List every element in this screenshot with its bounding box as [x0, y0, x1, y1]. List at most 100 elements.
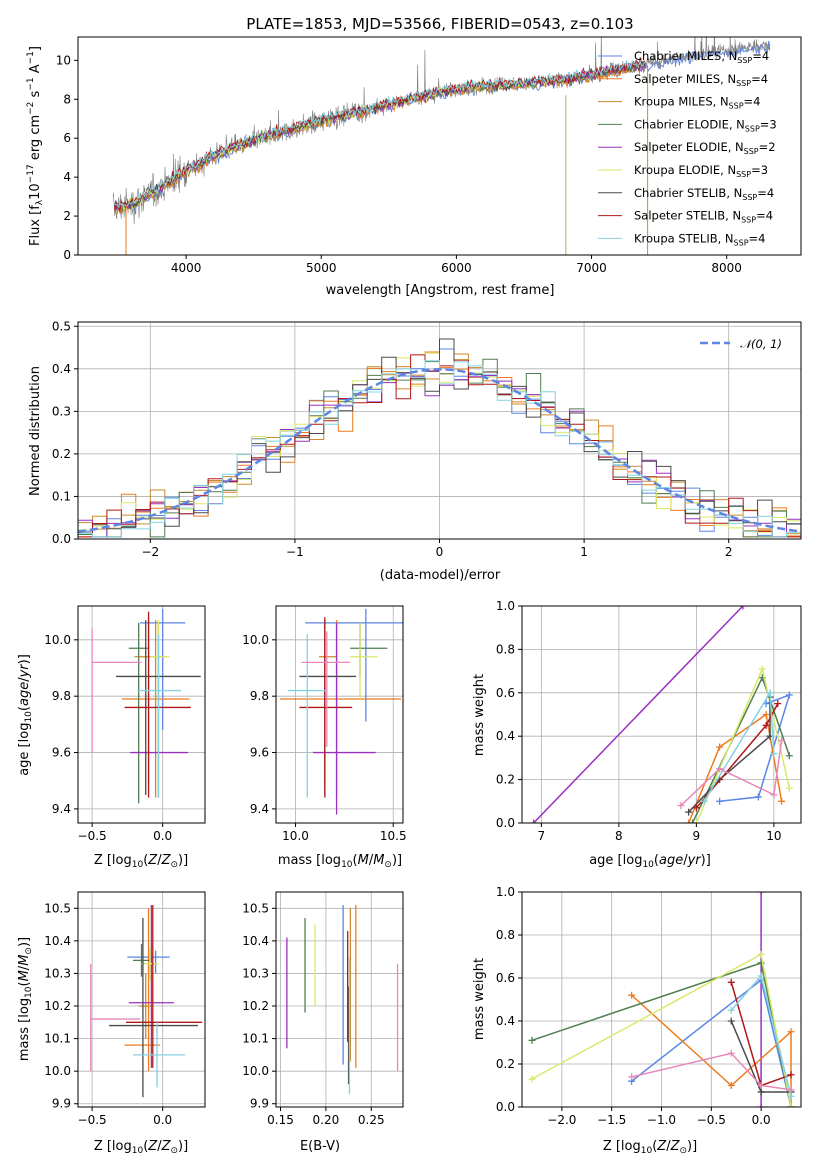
age-vs-mass-panel: 10.0 10.5 9.4 9.6 9.8 10.0 — [242, 605, 407, 843]
x-tick-label: −1.5 — [597, 1113, 626, 1127]
y-tick-label: 4 — [63, 170, 71, 184]
x-tick-label: 10.5 — [380, 829, 407, 843]
massZ-xlabel: Z [log10(Z/Z⊙)] — [94, 1139, 188, 1156]
weightAge-ylabel: mass weight — [472, 674, 487, 756]
x-tick-label: 8000 — [711, 261, 742, 275]
y-tick-label: 10.5 — [44, 901, 71, 915]
weight-marker — [785, 691, 793, 699]
weight-vs-age-panel: 7 8 9 10 0.0 0.2 0.4 0.6 0.8 1.0 — [496, 599, 802, 843]
x-tick-label: 0.0 — [153, 829, 172, 843]
weight-marker — [770, 791, 778, 799]
y-tick-label: 10.5 — [242, 901, 269, 915]
legend-label: Salpeter MILES, NSSP=4 — [634, 72, 768, 88]
weight-marker — [528, 1036, 536, 1044]
weight-marker — [787, 1086, 795, 1094]
figure-title: PLATE=1853, MJD=53566, FIBERID=0543, z=0… — [246, 15, 633, 33]
weight-marker — [762, 721, 770, 729]
x-tick-label: −0.5 — [78, 829, 107, 843]
y-tick-label: 10 — [56, 53, 71, 67]
spectrum-panel: 4000 5000 6000 7000 8000 0 2 4 6 8 10 Chabrier MILE… — [56, 36, 802, 275]
weight-line-8 — [631, 1052, 792, 1091]
plot-area — [78, 338, 801, 539]
weight-marker — [758, 665, 766, 673]
y-tick-label: 2 — [63, 209, 71, 223]
weight-marker — [727, 1017, 735, 1025]
y-tick-label: 0.6 — [496, 686, 515, 700]
weight-marker — [716, 765, 724, 773]
y-tick-label: 0.2 — [52, 447, 71, 461]
x-tick-label: 6000 — [441, 261, 472, 275]
x-tick-label: 7 — [538, 829, 546, 843]
x-tick-label: 4000 — [171, 261, 202, 275]
weight-marker — [757, 1082, 765, 1089]
axes-frame — [77, 891, 206, 1108]
y-tick-label: 10.0 — [242, 633, 269, 647]
y-tick-label: 10.3 — [242, 966, 269, 980]
y-tick-label: 10.2 — [44, 999, 71, 1013]
weight-marker — [757, 950, 765, 958]
x-tick-label: 0.0 — [153, 1113, 172, 1127]
plot-area — [90, 905, 203, 1098]
weight-marker — [727, 1006, 735, 1014]
plot-area — [112, 37, 771, 255]
plot-area — [286, 905, 399, 1094]
spectrum-ylabel: Flux [fλ10−17 erg cm−2 s−1 A−1] — [26, 46, 45, 246]
weight-marker — [785, 752, 793, 760]
weight-marker — [739, 606, 747, 610]
model-spectrum-5 — [114, 75, 565, 211]
weight-marker — [766, 689, 774, 697]
weight-line-0 — [533, 606, 744, 823]
legend-label: Salpeter STELIB, NSSP=4 — [634, 209, 773, 225]
y-tick-label: 0.5 — [52, 319, 71, 333]
weight-marker — [787, 1028, 795, 1036]
y-tick-label: 0 — [63, 248, 71, 262]
y-tick-label: 10.1 — [44, 1032, 71, 1046]
weight-marker — [530, 819, 538, 823]
weight-line-2 — [631, 994, 792, 1107]
weight-marker — [716, 743, 724, 751]
legend-label: Chabrier MILES, NSSP=4 — [634, 49, 769, 65]
model-spectrum-8 — [114, 59, 646, 209]
weight-marker — [778, 737, 786, 745]
y-tick-label: 9.4 — [250, 802, 269, 816]
y-tick-label: 9.9 — [52, 1097, 71, 1111]
age-vs-Z-panel: −0.5 0.0 9.4 9.6 9.8 10.0 — [44, 605, 206, 843]
weight-marker — [528, 1075, 536, 1083]
weight-marker — [689, 819, 696, 823]
x-tick-label: −0.5 — [78, 1113, 107, 1127]
ageMass-xlabel: mass [log10(M/M⊙)] — [278, 853, 402, 870]
weight-marker — [787, 1092, 795, 1100]
y-tick-label: 10.1 — [242, 1032, 269, 1046]
weight-marker — [787, 1071, 795, 1079]
x-tick-label: 0.20 — [313, 1113, 340, 1127]
weight-marker — [628, 991, 636, 999]
y-tick-label: 9.4 — [52, 802, 71, 816]
plot-area — [528, 892, 795, 1107]
y-tick-label: 10.4 — [44, 934, 71, 948]
weightZ-xlabel: Z [log10(Z/Z⊙)] — [603, 1139, 697, 1156]
y-tick-label: 0.4 — [496, 729, 515, 743]
x-tick-label: −1 — [286, 545, 304, 559]
weight-marker — [692, 804, 700, 812]
weight-marker — [677, 802, 685, 810]
residual-histogram-panel: −2 −1 0 1 2 0.0 0.1 0.2 0.3 0.4 0.5 𝒩(0, 1) — [52, 319, 802, 559]
legend-label: Chabrier ELODIE, NSSP=3 — [634, 117, 777, 133]
weight-marker — [762, 711, 770, 718]
y-tick-label: 10.2 — [242, 999, 269, 1013]
x-tick-label: 0 — [436, 545, 444, 559]
axes-frame — [77, 605, 206, 824]
axes-frame — [275, 605, 404, 824]
weight-line-7 — [703, 690, 775, 802]
x-tick-label: 8 — [615, 829, 623, 843]
y-tick-label: 0.8 — [496, 928, 515, 942]
weight-marker — [727, 1082, 735, 1089]
y-tick-label: 0.4 — [496, 1014, 515, 1028]
y-tick-label: 10.0 — [242, 1064, 269, 1078]
x-tick-label: 1 — [580, 545, 588, 559]
y-tick-label: 0.1 — [52, 489, 71, 503]
weight-marker — [757, 972, 765, 980]
legend-label: Kroupa MILES, NSSP=4 — [634, 95, 760, 111]
weight-marker — [727, 978, 735, 986]
weight-vs-Z-panel: −2.0 −1.5 −1.0 −0.5 0.0 0.0 0.2 0.4 0.6 0.8 1.0 — [496, 885, 802, 1127]
